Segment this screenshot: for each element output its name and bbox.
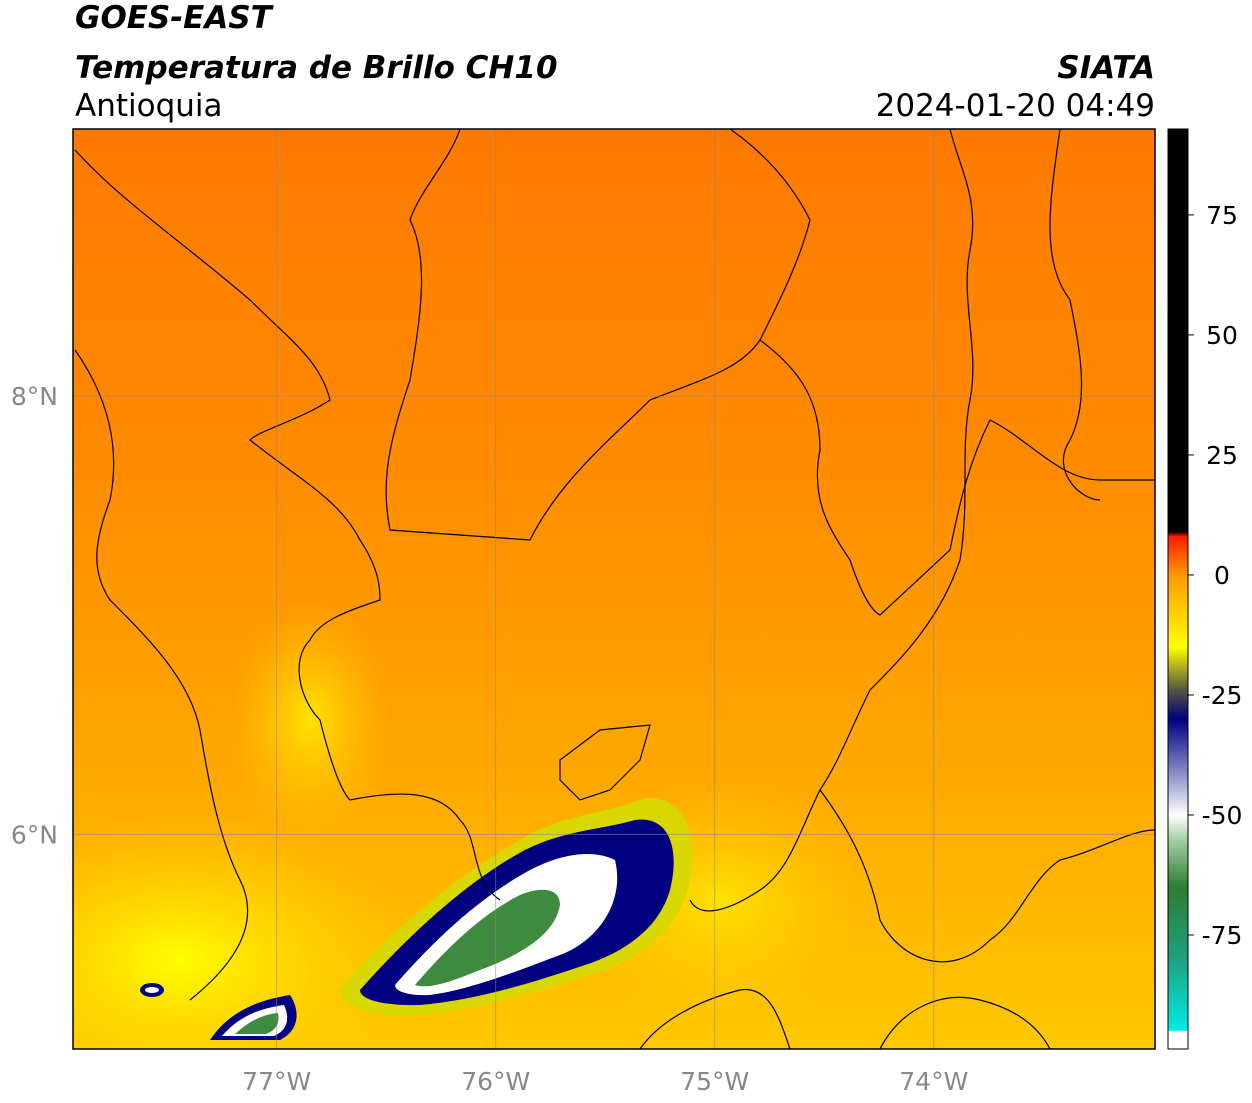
lon-tick-label: 75°W (680, 1067, 749, 1096)
lon-tick-label: 77°W (242, 1067, 311, 1096)
datetime: 2024-01-20 04:49 (876, 88, 1155, 124)
colorbar-tick-label: -75 (1202, 921, 1243, 950)
colorbar-tick-label: 50 (1206, 321, 1238, 350)
colorbar-tick-label: -50 (1202, 801, 1243, 830)
graticule (73, 129, 1155, 1049)
lon-tick-label: 76°W (461, 1067, 530, 1096)
lat-tick-label: 8°N (11, 382, 58, 411)
colorbar-tick-label: 25 (1206, 441, 1238, 470)
colorbar-fill (1167, 128, 1189, 1050)
map-field (73, 129, 1155, 1049)
colorbar-tick-label: -25 (1202, 681, 1243, 710)
colorbar-tick-label: 75 (1206, 201, 1238, 230)
map-frame (72, 128, 1156, 1050)
region: Antioquia (75, 88, 223, 124)
colorbar: 75 50 25 0 -25 -50 -75 (1167, 128, 1243, 1050)
colorbar-tick-label: 0 (1214, 561, 1230, 590)
subtitle: Temperatura de Brillo CH10 (75, 50, 558, 86)
lat-tick-label: 6°N (11, 820, 58, 849)
source: SIATA (1057, 50, 1155, 86)
lon-tick-label: 74°W (899, 1067, 968, 1096)
title: GOES-EAST (75, 0, 275, 36)
